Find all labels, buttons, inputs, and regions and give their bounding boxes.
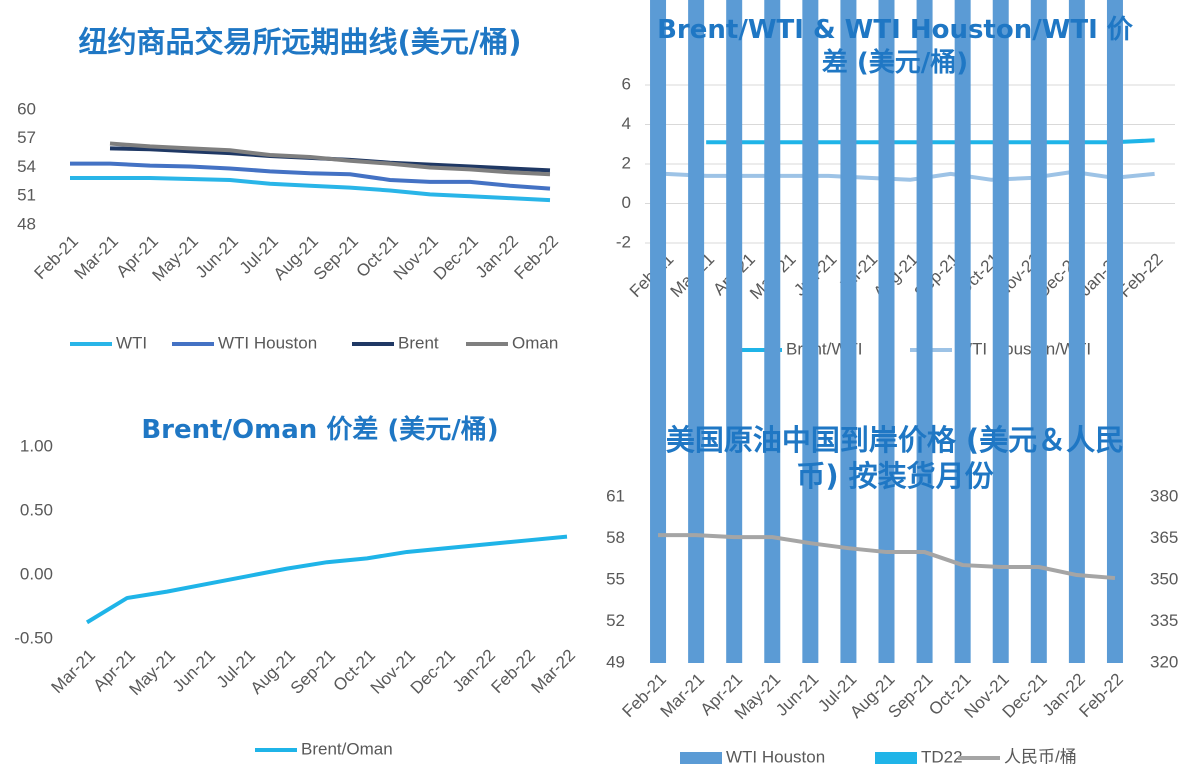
y-tick-label: 0.00	[20, 564, 53, 583]
bar	[802, 0, 819, 663]
line-series	[85, 534, 568, 625]
legend-label: 人民币/桶	[1004, 747, 1077, 766]
legend-swatch	[680, 752, 722, 764]
y2-tick-label: 350	[1150, 569, 1178, 588]
legend-label: Brent/Oman	[301, 739, 393, 758]
x-tick-label: Jun-21	[169, 646, 219, 696]
bar	[992, 0, 1009, 663]
x-tick-label: Aug-21	[870, 250, 922, 302]
bar	[840, 0, 857, 664]
x-tick-label: Sep-21	[287, 646, 339, 698]
y-tick-label: 52	[606, 611, 625, 630]
bar	[1030, 0, 1047, 663]
bar	[1068, 0, 1085, 663]
y-tick-label: 55	[606, 569, 625, 588]
y-tick-label: 0	[622, 193, 631, 212]
x-tick-label: Jun-21	[772, 670, 822, 720]
y-tick-label: -0.50	[14, 628, 53, 647]
y-tick-label: 54	[17, 157, 36, 176]
legend-label: WTI Houston	[726, 747, 825, 766]
y-tick-label: 49	[606, 652, 625, 671]
x-tick-label: Dec-21	[430, 232, 482, 284]
line-series	[658, 533, 1116, 581]
legend-label: Oman	[512, 333, 558, 352]
chart-title: Brent/Oman 价差 (美元/桶)	[141, 415, 499, 445]
x-tick-label: Mar-22	[527, 646, 579, 698]
bar	[1106, 0, 1123, 664]
legend-label: Brent	[398, 333, 439, 352]
y-tick-label: 51	[17, 186, 36, 205]
y-tick-label: 58	[606, 528, 625, 547]
legend-label: WTI Houston	[218, 333, 317, 352]
bar	[954, 0, 971, 663]
y2-tick-label: 380	[1150, 486, 1178, 505]
legend-label: WTI	[116, 333, 147, 352]
x-tick-label: Sep-21	[310, 232, 362, 284]
x-tick-label: Feb-21	[30, 232, 82, 284]
y-tick-label: 61	[606, 486, 625, 505]
y-tick-label: 4	[622, 114, 631, 133]
y-tick-label: 6	[622, 74, 631, 93]
x-tick-label: Feb-22	[487, 646, 539, 698]
x-tick-label: Feb-22	[510, 232, 562, 284]
y-tick-label: 48	[17, 214, 36, 233]
chart-title: 纽约商品交易所远期曲线(美元/桶)	[78, 25, 522, 59]
line-series	[70, 161, 551, 191]
y-tick-label: 57	[17, 128, 36, 147]
y-tick-label: 1.00	[20, 436, 53, 455]
bar	[764, 0, 781, 663]
chart-title: 美国原油中国到岸价格 (美元＆人民币) 按装货月份	[665, 423, 1125, 494]
chart-title: Brent/WTI & WTI Houston/WTI 价差 (美元/桶)	[657, 15, 1133, 78]
line-series	[70, 176, 551, 203]
y-tick-label: 60	[17, 99, 36, 118]
bar	[726, 0, 743, 663]
bar	[878, 0, 895, 663]
legend-label: WTI Houston/WTI	[956, 339, 1091, 358]
legend-label: TD22	[921, 747, 963, 766]
x-tick-label: Dec-21	[407, 646, 459, 698]
legend-swatch	[875, 752, 917, 764]
y-tick-label: 2	[622, 153, 631, 172]
y2-tick-label: 365	[1150, 528, 1178, 547]
y2-tick-label: 320	[1150, 652, 1178, 671]
x-tick-label: Jun-21	[192, 232, 242, 282]
y-tick-label: -2	[616, 232, 631, 251]
bar	[916, 0, 933, 663]
bar	[688, 0, 705, 664]
line-series	[109, 141, 551, 177]
x-tick-label: Mar-21	[47, 646, 99, 698]
bar	[650, 0, 667, 664]
x-tick-label: Mar-21	[70, 232, 122, 284]
y-tick-label: 0.50	[20, 500, 53, 519]
y2-tick-label: 335	[1150, 611, 1178, 630]
